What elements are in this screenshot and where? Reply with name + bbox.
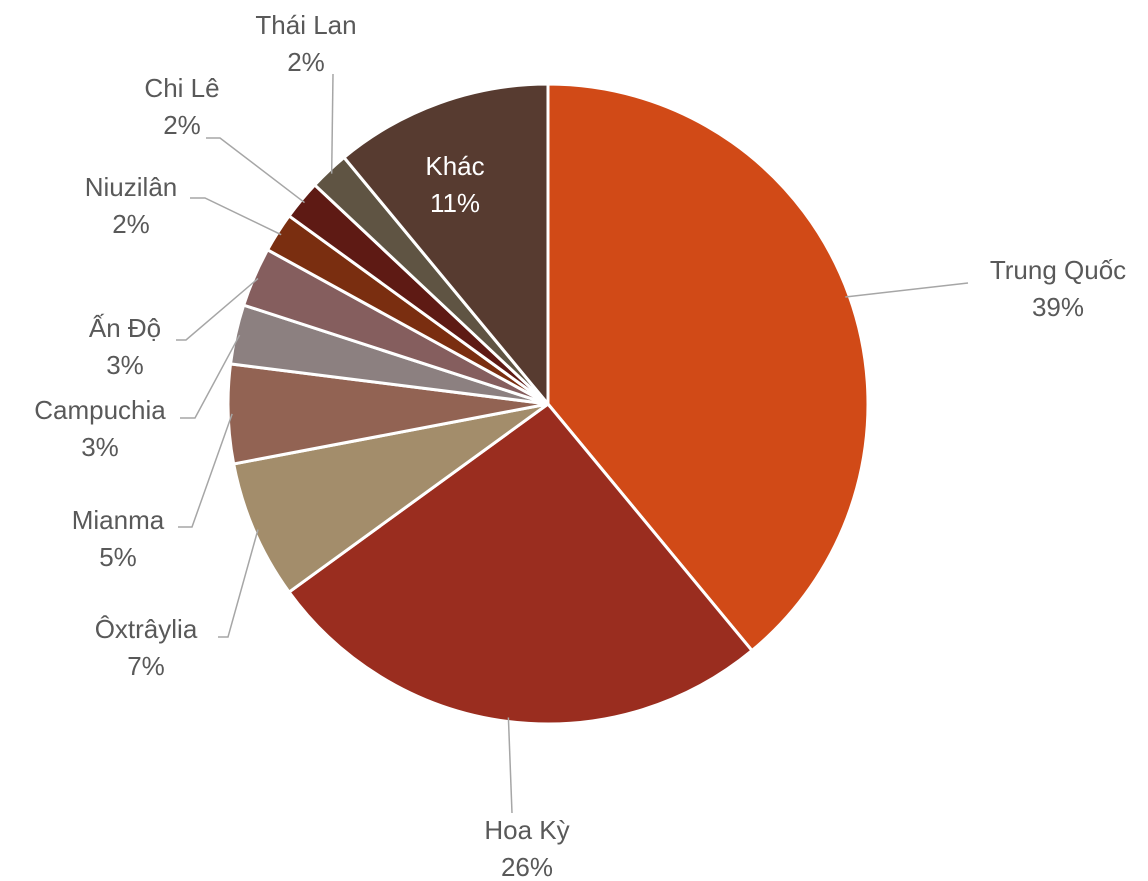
value-label: 5% [99, 542, 137, 572]
value-label: 2% [287, 47, 325, 77]
leader-line [330, 73, 334, 174]
category-label: Trung Quốc [990, 255, 1126, 285]
value-label: 7% [127, 651, 165, 681]
category-label: Hoa Kỳ [484, 815, 569, 845]
value-label: 26% [501, 852, 553, 881]
leader-line [178, 413, 233, 528]
value-label: 2% [163, 110, 201, 140]
leader-line [190, 197, 282, 236]
category-label: Mianma [72, 505, 165, 535]
category-label: Ôxtrâylia [95, 614, 198, 644]
category-label: Campuchia [34, 395, 166, 425]
pie-slice [231, 402, 549, 595]
value-label: 3% [106, 350, 144, 380]
leader-line [507, 717, 513, 814]
category-label: Niuzilân [85, 172, 178, 202]
pie-slice [341, 82, 550, 409]
value-label: 2% [112, 209, 150, 239]
category-label: Thái Lan [255, 10, 356, 40]
leader-line [845, 282, 969, 298]
value-label: 3% [81, 432, 119, 462]
value-label: 11% [430, 188, 480, 218]
category-label: Chi Lê [144, 73, 219, 103]
pie-slice [546, 82, 870, 653]
leader-line [180, 334, 241, 419]
value-label: 39% [1032, 292, 1084, 322]
leader-line [176, 277, 259, 341]
leader-line [206, 137, 305, 204]
leader-line [218, 529, 259, 638]
category-label: Ấn Độ [89, 313, 161, 343]
category-label: Khác [425, 151, 484, 181]
